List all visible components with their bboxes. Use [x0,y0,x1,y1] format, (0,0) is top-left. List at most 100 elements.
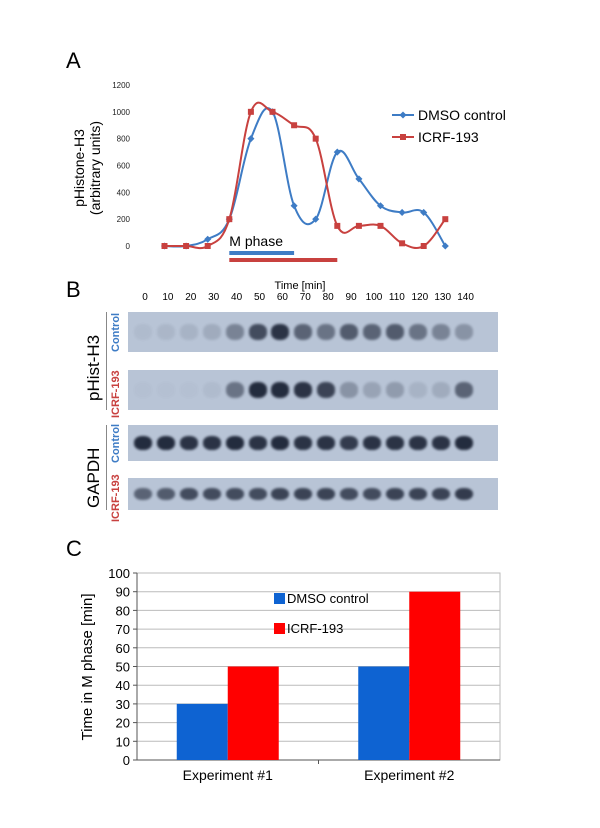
blot-row-label: ICRF-193 [110,474,122,522]
blot-time-label: 30 [208,292,220,303]
panel-a-label: A [66,48,81,73]
blot-band [294,487,313,501]
blot-group-label: GAPDH [84,447,103,508]
data-point-icrf [355,222,362,229]
y-tick-label: 0 [126,242,131,251]
blot-band [202,487,221,501]
blot-band [225,324,244,340]
y-tick-label: 800 [117,135,131,144]
blot-band [385,324,404,340]
legend-marker-dmso [399,111,407,119]
y-tick-label: 60 [116,641,130,656]
blot-time-label: 60 [276,292,288,303]
blot-row-label: Control [110,423,122,463]
blot-band [134,324,152,340]
blot-time-label: 140 [457,292,474,303]
y-tick-label: 50 [116,660,130,675]
blot-band [294,436,313,450]
data-point-icrf [291,122,298,129]
blot-band [385,382,404,398]
blot-band [317,382,336,398]
y-tick-label: 80 [116,603,130,618]
blot-band [134,382,152,397]
y-tick-label: 1200 [112,81,130,90]
blot-band [271,382,290,398]
blot-time-label: 130 [434,292,452,303]
panel-c-label: C [66,536,82,561]
blot-band [202,382,221,398]
blot-band [294,324,313,340]
y-tick-label: 200 [117,215,131,224]
data-point-dmso [376,202,385,210]
x-tick-label: Experiment #2 [364,767,454,783]
blot-band [317,436,336,450]
data-point-icrf [226,216,233,223]
data-point-icrf [399,240,406,247]
x-axis-label: Time [min] [275,280,326,292]
bar-icrf [409,591,461,760]
blot-row-label: Control [110,312,122,352]
blot-band [408,487,427,501]
blot-band [294,382,313,398]
y-axis-label-line1: pHistone-H3 [71,129,87,207]
blot-band [454,382,473,398]
line-chart: 0 200 400 600 800 1000 1200 pHistone-H3(arbitra… [71,81,506,292]
blot-band [385,436,404,450]
y-tick-label: 90 [116,585,130,600]
blot-band [340,487,359,501]
blot-strip [128,425,498,461]
blot-time-label: 20 [185,292,197,303]
blot-band [431,382,450,398]
blot-band [454,436,473,450]
blot-band [454,487,473,501]
data-point-icrf [334,222,341,229]
blot-band [271,436,290,450]
bar-icrf [227,666,279,760]
blot-band [134,487,152,501]
blot-strip [128,312,498,352]
data-point-icrf [247,108,254,115]
blot-band [317,487,336,501]
data-point-dmso [420,208,428,216]
blot-band [202,324,221,340]
panel-b-label: B [66,277,81,302]
blot-time-label: 90 [345,292,357,303]
blot-band [225,382,244,398]
blot-band [271,487,290,501]
blot-band [340,382,359,398]
data-point-icrf [442,216,449,223]
blot-band [340,436,359,450]
y-tick-label: 1000 [112,108,130,117]
data-point-dmso [204,235,212,243]
y-tick-label: 30 [116,697,130,712]
blot-band [408,436,427,450]
data-point-icrf [269,108,276,115]
data-point-icrf [183,243,190,249]
blot-time-label: 100 [365,292,383,303]
blot-band [363,382,381,398]
blot-time-label: 0 [142,292,148,303]
blot-strip [128,478,498,510]
blot-time-label: 10 [162,292,174,303]
legend-marker-icrf [400,134,406,140]
data-point-icrf [312,135,319,142]
blot-time-label: 110 [388,292,405,303]
series-line-icrf [164,101,447,250]
y-axis-label: pHistone-H3(arbitrary units) [71,121,103,215]
y-tick-label: 600 [117,162,131,171]
data-point-icrf [420,243,427,249]
blot-band [248,324,267,340]
blot-band [156,436,175,450]
data-point-icrf [161,243,168,249]
y-axis-label-line2: (arbitrary units) [87,121,103,215]
blot-band [408,324,427,340]
blot-band [340,324,359,340]
y-tick-label: 100 [108,566,130,581]
blot-strip [128,370,498,410]
legend-label-dmso: DMSO control [418,107,506,123]
blot-band [179,487,198,501]
blot-band [156,487,175,501]
blot-band [156,324,175,340]
legend-label-icrf: ICRF-193 [418,129,479,145]
y-tick-label: 20 [116,716,130,731]
